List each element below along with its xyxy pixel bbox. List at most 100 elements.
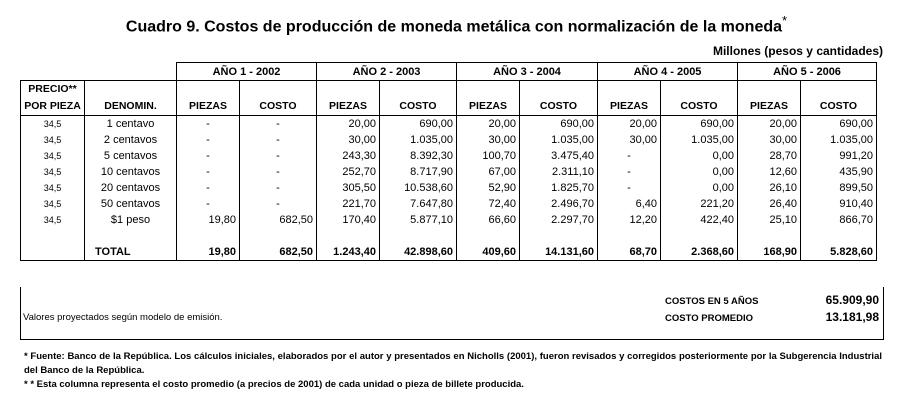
title: Cuadro 9. Costos de producción de moneda…	[0, 13, 913, 36]
value-cell: 52,90	[456, 180, 520, 196]
sub-header: COSTO	[379, 97, 457, 116]
blank	[84, 228, 177, 244]
value-cell: 899,50	[800, 180, 877, 196]
value-cell: -	[176, 164, 240, 180]
value-cell: 10.538,60	[379, 180, 457, 196]
value-cell: 690,00	[379, 115, 457, 132]
value-cell: -	[239, 180, 317, 196]
price-cell: 34,5	[20, 164, 85, 180]
blank	[660, 80, 738, 97]
value-cell: 0,00	[660, 164, 738, 180]
header-row: PRECIO**	[20, 80, 877, 97]
sub-header: PIEZAS	[737, 97, 801, 116]
value-cell: 30,00	[456, 132, 520, 148]
value-cell: 2.311,10	[519, 164, 598, 180]
year-header: AÑO 2 - 2003	[316, 62, 457, 81]
value-cell: 690,00	[660, 115, 738, 132]
value-cell: 1.035,00	[800, 132, 877, 148]
value-cell: 2.297,70	[519, 212, 598, 228]
value-cell: 12,60	[737, 164, 801, 180]
blank	[21, 63, 177, 81]
price-cell: 34,5	[20, 180, 85, 196]
value-cell: 422,40	[660, 212, 738, 228]
value-cell: 8.717,90	[379, 164, 457, 180]
value-cell: 221,20	[660, 196, 738, 212]
value-cell: 3.475,40	[519, 148, 598, 164]
value-cell: 67,00	[456, 164, 520, 180]
blank	[176, 80, 240, 97]
blank	[176, 228, 240, 244]
value-cell: 690,00	[800, 115, 877, 132]
total-label: TOTAL	[84, 244, 177, 261]
footnote: * Fuente: Banco de la República. Los cál…	[24, 351, 882, 376]
total-cell: 1.243,40	[316, 244, 380, 261]
header-row: POR PIEZA DENOMIN. PIEZAS COSTO PIEZAS COSTO P…	[20, 97, 877, 116]
value-cell: 2.496,70	[519, 196, 598, 212]
blank	[20, 228, 85, 244]
year-header: AÑO 3 - 2004	[456, 62, 598, 81]
value-cell: 243,30	[316, 148, 380, 164]
value-cell: -	[597, 164, 661, 180]
blank	[84, 80, 177, 97]
value-cell: 6,40	[597, 196, 661, 212]
value-cell: 20,00	[316, 115, 380, 132]
total-cell: 14.131,60	[519, 244, 598, 261]
value-cell: 30,00	[597, 132, 661, 148]
spacer-row	[20, 228, 877, 244]
denom-cell: 20 centavos	[84, 180, 177, 196]
units: Millones (pesos y cantidades)	[712, 44, 883, 58]
denom-cell: 50 centavos	[84, 196, 177, 212]
value-cell: 305,50	[316, 180, 380, 196]
sub-header: PIEZAS	[456, 97, 520, 116]
data-row: 34,5 2 centavos - -30,00 1.035,00 30,00 1.035,…	[20, 132, 877, 148]
denom-cell: 1 centavo	[84, 115, 177, 132]
header-row: AÑO 1 - 2002 AÑO 2 - 2003 AÑO 3 - 2004 AÑO …	[21, 62, 877, 81]
blank	[20, 244, 85, 261]
blank	[519, 80, 598, 97]
value-cell: -	[176, 115, 240, 132]
blank	[379, 80, 457, 97]
footnote: * * Esta columna representa el costo pro…	[24, 379, 524, 390]
total-cell: 168,90	[737, 244, 801, 261]
value-cell: 0,00	[660, 180, 738, 196]
total-cell: 682,50	[239, 244, 317, 261]
price-header: POR PIEZA	[20, 97, 85, 116]
sub-header: PIEZAS	[176, 97, 240, 116]
value-cell: -	[176, 196, 240, 212]
value-cell: 20,00	[597, 115, 661, 132]
denom-cell: 5 centavos	[84, 148, 177, 164]
value-cell: 100,70	[456, 148, 520, 164]
sub-header: COSTO	[239, 97, 317, 116]
value-cell: 25,10	[737, 212, 801, 228]
value-cell: 19,80	[176, 212, 240, 228]
value-cell: 170,40	[316, 212, 380, 228]
value-cell: -	[597, 148, 661, 164]
value-cell: 8.392,30	[379, 148, 457, 164]
value-cell: 28,70	[737, 148, 801, 164]
sub-header: PIEZAS	[597, 97, 661, 116]
value-cell: -	[239, 115, 317, 132]
blank	[456, 80, 520, 97]
total-cell: 5.828,60	[800, 244, 877, 261]
value-cell: 66,60	[456, 212, 520, 228]
value-cell: 252,70	[316, 164, 380, 180]
value-cell: 72,40	[456, 196, 520, 212]
value-cell: 221,70	[316, 196, 380, 212]
total-row: TOTAL 19,80 682,50 1.243,40 42.898,60 409,60 1…	[20, 244, 877, 261]
value-cell: 7.647,80	[379, 196, 457, 212]
summary-value: 65.909,90	[825, 293, 879, 307]
data-row: 34,5 10 centavos - -252,70 8.717,90 67,00 2.31…	[20, 164, 877, 180]
value-cell: 435,90	[800, 164, 877, 180]
value-cell: -	[239, 164, 317, 180]
denom-cell: 10 centavos	[84, 164, 177, 180]
year-header: AÑO 1 - 2002	[176, 62, 317, 81]
value-cell: 682,50	[239, 212, 317, 228]
sub-header: COSTO	[800, 97, 877, 116]
title-note-mark: *	[782, 13, 788, 28]
data-row: 34,5 20 centavos - -305,50 10.538,60 52,90 1.8…	[20, 180, 877, 196]
value-cell: 991,20	[800, 148, 877, 164]
sub-header: PIEZAS	[316, 97, 380, 116]
blank	[316, 228, 380, 244]
price-cell: 34,5	[20, 115, 85, 132]
